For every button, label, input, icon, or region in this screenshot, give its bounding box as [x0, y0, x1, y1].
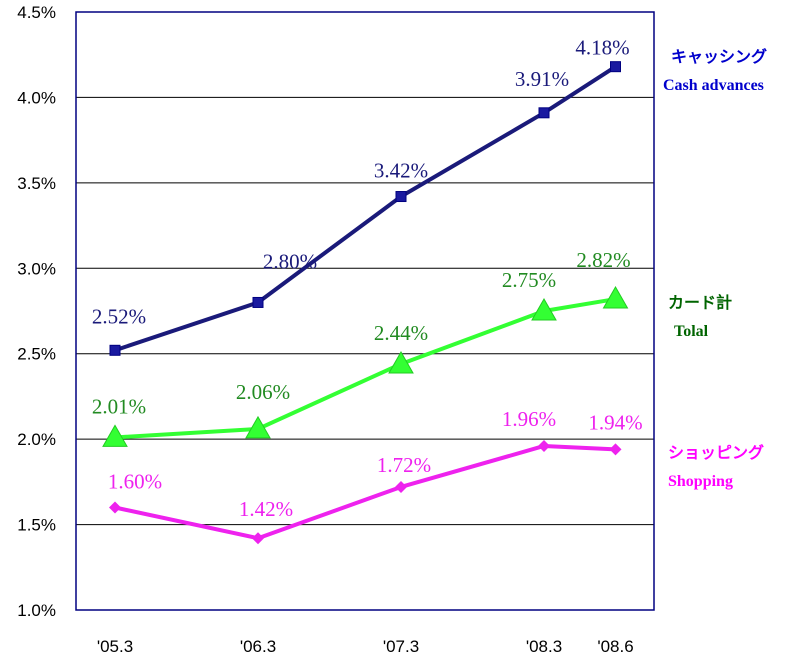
data-point — [531, 297, 557, 321]
data-label: 2.52% — [92, 304, 146, 328]
data-point — [609, 443, 622, 456]
legend-label-en: Cash advances — [663, 77, 764, 94]
data-point — [538, 107, 550, 119]
data-point — [538, 439, 550, 452]
data-point — [388, 350, 414, 374]
x-axis-tick-labels: '05.3 '06.3 '07.3 '08.3 '08.6 — [97, 637, 634, 656]
data-point — [109, 501, 121, 514]
x-tick-label: '08.6 — [597, 637, 633, 656]
data-point — [610, 61, 621, 73]
y-axis-tick-labels: 1.0% 1.5% 2.0% 2.5% 3.0% 3.5% 4.0% 4.5% — [17, 3, 56, 620]
data-point — [602, 286, 629, 309]
data-label: 2.01% — [92, 394, 146, 418]
data-label: 1.60% — [108, 469, 162, 493]
data-label: 3.91% — [515, 67, 569, 91]
y-tick-label: 1.5% — [17, 516, 56, 535]
legend: キャッシング Cash advances カード計 Tolal ショッピング Shoppi… — [663, 47, 767, 490]
y-tick-label: 2.5% — [17, 345, 56, 364]
data-label: 1.96% — [502, 407, 556, 431]
series-markers — [102, 61, 629, 545]
data-point — [109, 344, 121, 356]
plot-area-frame — [75, 11, 655, 611]
legend-label: ショッピング — [668, 443, 764, 462]
data-label: 2.44% — [374, 321, 428, 345]
data-label: 2.82% — [576, 248, 630, 272]
y-tick-label: 2.0% — [17, 430, 56, 449]
legend-label: カード計 — [668, 293, 732, 312]
data-point — [395, 191, 407, 203]
data-label: 1.94% — [588, 410, 642, 434]
y-tick-label: 3.0% — [17, 259, 56, 278]
data-label: 4.18% — [575, 36, 629, 60]
x-tick-label: '06.3 — [240, 637, 276, 656]
data-point — [102, 424, 128, 447]
data-point — [395, 480, 407, 493]
legend-label: キャッシング — [671, 47, 767, 66]
data-label: 2.06% — [236, 380, 290, 404]
x-tick-label: '08.3 — [526, 637, 562, 656]
y-tick-label: 4.5% — [17, 3, 56, 22]
data-point — [252, 296, 264, 308]
legend-label-en: Tolal — [674, 323, 709, 340]
y-tick-label: 3.5% — [17, 174, 56, 193]
data-point — [252, 532, 264, 545]
gridlines — [76, 96, 654, 526]
data-label: 3.42% — [374, 159, 428, 183]
x-tick-label: '05.3 — [97, 637, 133, 656]
data-label: 1.72% — [377, 453, 431, 477]
legend-label-en: Shopping — [668, 473, 733, 490]
y-tick-label: 1.0% — [17, 601, 56, 620]
data-label: 1.42% — [239, 497, 293, 521]
y-tick-label: 4.0% — [17, 88, 56, 107]
data-label: 2.80% — [263, 249, 317, 273]
data-point — [245, 415, 271, 439]
series-lines — [114, 64, 617, 541]
data-labels: 2.52% 2.80% 3.42% 3.91%4.18% 2.01% 2.06% 2.44%… — [92, 36, 643, 522]
data-label: 2.75% — [502, 268, 556, 292]
x-tick-label: '07.3 — [383, 637, 419, 656]
